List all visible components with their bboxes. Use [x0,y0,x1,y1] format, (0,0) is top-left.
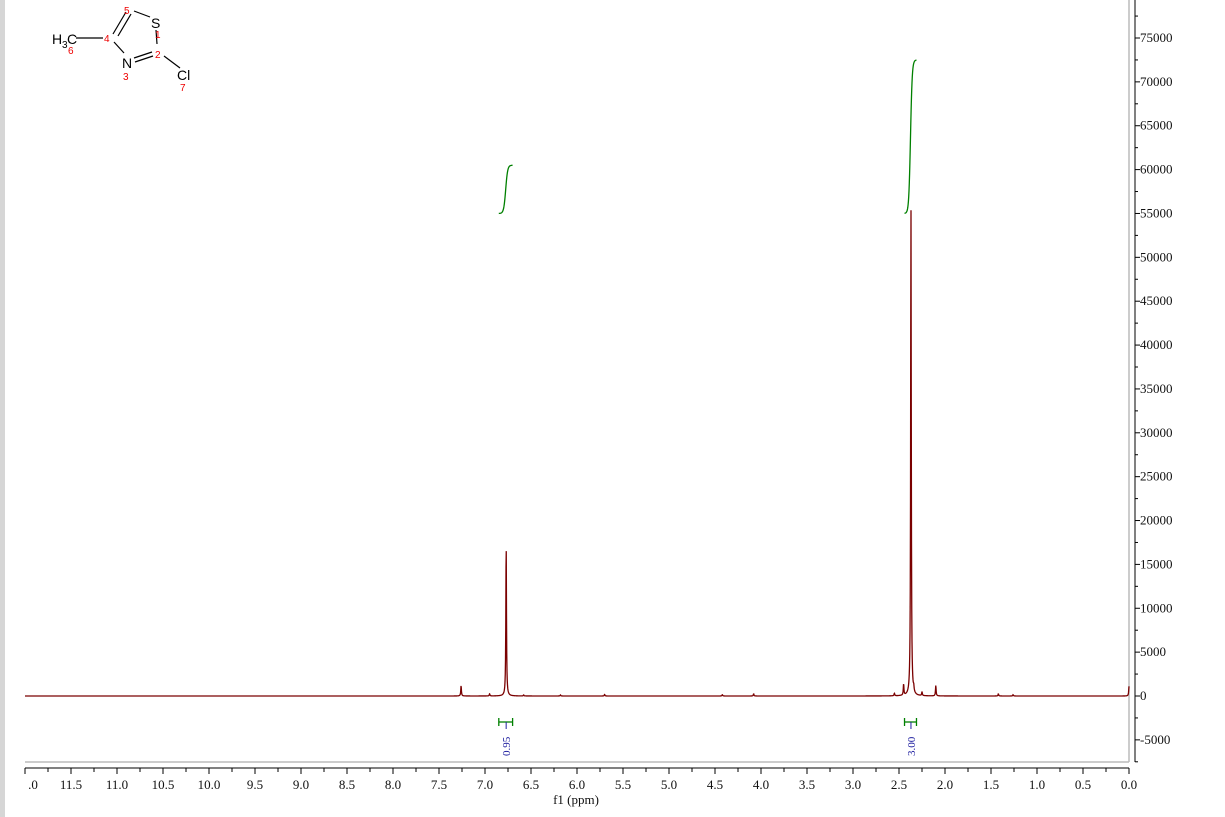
molecule-structure: H 3 C S N Cl 1 2 3 4 5 6 7 [52,6,190,94]
y-tick-label: 35000 [1140,381,1173,396]
atom-number-7: 7 [180,83,186,94]
x-tick-label: 11.0 [106,777,128,792]
atom-number-4: 4 [104,34,110,45]
atom-number-1: 1 [155,30,161,41]
x-tick-label: 4.5 [707,777,723,792]
y-tick-label: 75000 [1140,30,1173,45]
x-tick-label: 9.5 [247,777,263,792]
y-tick-label: 55000 [1140,205,1173,220]
spectrum [25,210,1130,697]
x-tick-label: 0.5 [1075,777,1091,792]
x-tick-label: 5.5 [615,777,631,792]
atom-number-3: 3 [123,72,129,83]
x-tick-label: 3.5 [799,777,815,792]
y-tick-label: 60000 [1140,162,1173,177]
y-tick-label: 0 [1140,688,1147,703]
y-tick-label: 70000 [1140,74,1173,89]
y-tick-label: 65000 [1140,118,1173,133]
x-tick-label: 1.0 [1029,777,1045,792]
x-axis-label: f1 (ppm) [553,792,599,807]
x-tick-label: 10.0 [198,777,221,792]
atom-h: H [52,31,62,47]
atom-c: C [67,31,77,47]
x-tick-label: 2.0 [937,777,953,792]
y-tick-label: 30000 [1140,425,1173,440]
y-tick-label: 5000 [1140,644,1166,659]
x-tick-label: 7.0 [477,777,493,792]
y-tick-label: 20000 [1140,513,1173,528]
x-tick-label: 11.5 [60,777,82,792]
x-tick-label: 7.5 [431,777,447,792]
y-tick-label: 10000 [1140,600,1173,615]
x-axis: .0 11.5 11.0 10.5 10.0 9.5 9.0 8.5 8.0 7.5 7.0 6.5 6… [24,767,1137,792]
y-tick-label: 50000 [1140,249,1173,264]
y-tick-label: 25000 [1140,469,1173,484]
x-tick-label: 5.0 [661,777,677,792]
x-tick-label: 10.5 [152,777,175,792]
x-tick-label: 8.0 [385,777,401,792]
x-tick-label: .0 [28,777,38,792]
atom-number-5: 5 [124,6,130,17]
atom-number-2: 2 [155,50,161,61]
atom-cl: Cl [177,67,190,83]
atom-h-subscript: 3 [62,40,68,51]
atom-n: N [122,55,132,71]
integral-curve [904,59,917,214]
x-tick-label: 0.0 [1121,777,1137,792]
x-tick-label: 4.0 [753,777,769,792]
plot-frame [25,0,1130,763]
integral-label: 0.95 [501,736,513,756]
x-tick-label: 8.5 [339,777,355,792]
integral-label: 3.00 [906,736,918,756]
atom-s: S [151,15,160,31]
y-tick-label: 45000 [1140,293,1173,308]
x-tick-label: 6.5 [523,777,539,792]
x-tick-label: 9.0 [293,777,309,792]
integral-curve [498,164,513,215]
window-left-edge [0,0,5,817]
x-tick-label: 1.5 [983,777,999,792]
x-tick-label: 2.5 [891,777,907,792]
y-tick-label: 40000 [1140,337,1173,352]
atom-number-6: 6 [68,46,74,57]
y-axis: 7500070000650006000055000500004500040000… [1134,0,1173,763]
y-tick-label: 15000 [1140,556,1173,571]
x-tick-label: 6.0 [569,777,585,792]
spectrum-line [25,210,1130,697]
x-tick-label: 3.0 [845,777,861,792]
integrals: 0.95 3.00 [498,59,918,756]
y-tick-label: -5000 [1140,732,1170,747]
